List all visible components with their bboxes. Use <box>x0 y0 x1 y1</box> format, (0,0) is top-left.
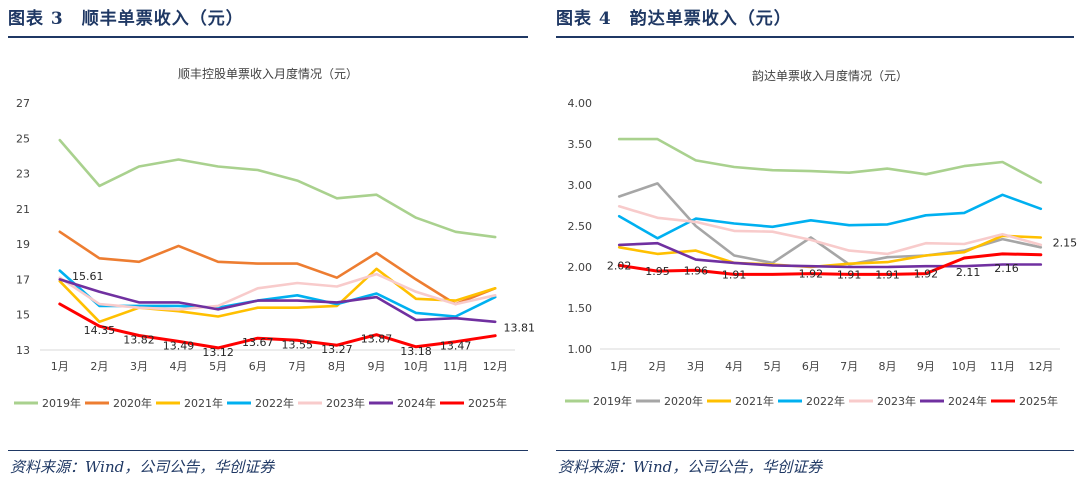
chart1-x-tick: 8月 <box>328 360 346 373</box>
chart1-legend-label: 2021年 <box>184 396 223 410</box>
chart1-title: 顺丰控股单票收入月度情况（元） <box>178 66 358 81</box>
chart1-x-tick: 2月 <box>90 360 108 373</box>
chart2-y-tick: 3.50 <box>568 138 593 151</box>
chart2-series-2023年 <box>617 205 1043 256</box>
figure-4-title: 图表 4 韵达单票收入（元） <box>556 9 792 29</box>
chart1-data-label: 13.27 <box>321 343 353 356</box>
chart1-x-tick: 5月 <box>209 360 227 373</box>
chart2-legend-label: 2024年 <box>948 394 987 408</box>
chart2-x-tick: 5月 <box>764 360 782 373</box>
chart1-legend-label: 2023年 <box>326 396 365 410</box>
chart1-y-tick: 25 <box>16 132 30 145</box>
chart2-data-label: 2.02 <box>607 259 632 272</box>
chart1-x-tick: 4月 <box>170 360 188 373</box>
chart1-legend-label: 2025年 <box>468 396 507 410</box>
chart1-data-label: 15.61 <box>72 270 104 283</box>
chart2-data-label: 1.95 <box>645 265 670 278</box>
chart1-legend-label: 2024年 <box>397 396 436 410</box>
chart1-y-tick: 21 <box>16 203 30 216</box>
chart1-data-label: 14.35 <box>84 324 116 337</box>
chart1-y-tick: 13 <box>16 344 30 357</box>
chart2-y-tick: 3.00 <box>568 179 593 192</box>
chart1-data-label: 13.18 <box>400 345 432 358</box>
chart2-y-tick: 2.50 <box>568 220 593 233</box>
chart1-x-tick: 9月 <box>367 360 385 373</box>
chart1-x-tick: 6月 <box>249 360 267 373</box>
chart2-x-tick: 9月 <box>917 360 935 373</box>
chart1-data-label: 13.82 <box>123 334 155 347</box>
figure-3-source-rule <box>8 450 528 451</box>
chart2-x-tick: 11月 <box>990 360 1015 373</box>
chart1-legend-label: 2020年 <box>113 396 152 410</box>
chart2-legend-label: 2025年 <box>1019 394 1058 408</box>
chart2-legend-label: 2023年 <box>877 394 916 408</box>
chart2-data-label: 1.96 <box>684 264 709 277</box>
chart1-series-2023年 <box>58 272 497 311</box>
chart2-y-tick: 2.00 <box>568 261 593 274</box>
chart2-legend-label: 2022年 <box>806 394 845 408</box>
figure-3-source: 资料来源：Wind，公司公告，华创证券 <box>10 458 275 476</box>
chart2-x-tick: 8月 <box>879 360 897 373</box>
figure-3-rule <box>8 36 528 38</box>
chart1-x-tick: 11月 <box>443 360 468 373</box>
chart1-y-tick: 19 <box>16 238 30 251</box>
chart2-y-tick: 4.00 <box>568 97 593 110</box>
figure-4-source-rule <box>556 450 1074 451</box>
chart2-data-label: 1.91 <box>837 268 862 281</box>
chart1-series-2022年 <box>58 269 497 318</box>
chart1-series-2020年 <box>58 230 497 306</box>
chart2-data-label: 2.15 <box>1053 237 1078 250</box>
chart2-x-tick: 6月 <box>802 360 820 373</box>
chart1-data-label: 13.67 <box>242 336 274 349</box>
chart1-y-tick: 27 <box>16 97 30 110</box>
chart1-data-label: 13.55 <box>282 338 314 351</box>
chart1-x-tick: 1月 <box>51 360 69 373</box>
chart2-series-2022年 <box>617 193 1043 240</box>
chart1-legend-label: 2022年 <box>255 396 294 410</box>
chart2-x-tick: 2月 <box>649 360 667 373</box>
chart1-data-label: 13.87 <box>361 333 393 346</box>
chart1-legend-label: 2019年 <box>42 396 81 410</box>
chart2-data-label: 1.92 <box>914 268 939 281</box>
chart2-data-label: 1.92 <box>799 268 824 281</box>
chart2-legend-label: 2020年 <box>664 394 703 408</box>
chart2-data-label: 1.91 <box>875 268 900 281</box>
chart1-series-2019年 <box>58 138 497 239</box>
chart1-series-2021年 <box>58 267 497 324</box>
chart1-x-tick: 12月 <box>483 360 508 373</box>
chart1-x-tick: 10月 <box>404 360 429 373</box>
chart1-data-label: 13.81 <box>503 322 535 335</box>
chart2-y-tick: 1.00 <box>568 343 593 356</box>
chart2-series-2025年 <box>617 252 1043 276</box>
chart2-data-label: 2.16 <box>994 262 1019 275</box>
chart2-x-tick: 4月 <box>725 360 743 373</box>
chart2-legend-label: 2019年 <box>593 394 632 408</box>
chart1-x-tick: 7月 <box>288 360 306 373</box>
chart2-x-tick: 7月 <box>840 360 858 373</box>
figure-4-rule <box>556 36 1074 38</box>
chart2-x-tick: 3月 <box>687 360 705 373</box>
chart2-data-label: 2.11 <box>956 266 981 279</box>
chart1-y-tick: 15 <box>16 309 30 322</box>
chart1-data-label: 13.49 <box>163 339 195 352</box>
chart2-y-tick: 1.50 <box>568 302 593 315</box>
chart1-data-label: 13.47 <box>440 340 472 353</box>
chart2-series-2019年 <box>617 137 1043 184</box>
chart1-y-tick: 23 <box>16 168 30 181</box>
chart2-title: 韵达单票收入月度情况（元） <box>752 68 908 83</box>
chart2-x-tick: 10月 <box>952 360 977 373</box>
chart1-series-2024年 <box>58 278 497 324</box>
chart2-x-tick: 1月 <box>610 360 628 373</box>
chart1-y-tick: 17 <box>16 273 30 286</box>
figure-4-source: 资料来源：Wind，公司公告，华创证券 <box>558 458 823 476</box>
chart1-data-label: 13.12 <box>202 346 234 359</box>
chart2-legend-label: 2021年 <box>735 394 774 408</box>
chart2-series-2024年 <box>617 241 1043 269</box>
chart1-x-tick: 3月 <box>130 360 148 373</box>
figure-3-title: 图表 3 顺丰单票收入（元） <box>8 9 244 29</box>
chart1-series-2025年 <box>58 302 497 350</box>
chart2-x-tick: 12月 <box>1028 360 1053 373</box>
chart2-data-label: 1.91 <box>722 268 747 281</box>
